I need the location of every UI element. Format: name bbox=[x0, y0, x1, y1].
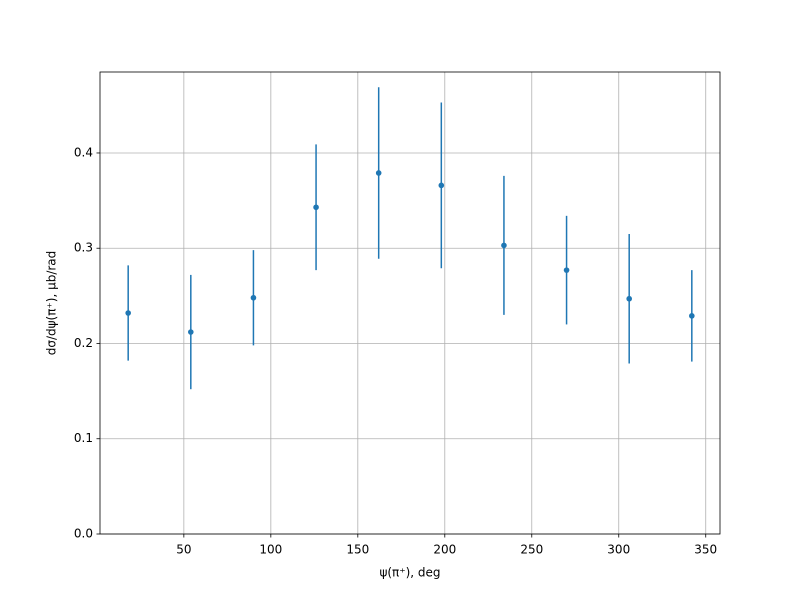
x-tick-label: 250 bbox=[520, 543, 543, 557]
y-tick-label: 0.1 bbox=[74, 431, 93, 445]
data-point bbox=[188, 329, 194, 335]
x-tick-label: 150 bbox=[346, 543, 369, 557]
data-point bbox=[125, 310, 131, 316]
y-tick-label: 0.4 bbox=[74, 145, 93, 159]
data-point bbox=[626, 295, 632, 302]
data-point bbox=[689, 313, 695, 319]
data-point bbox=[313, 204, 319, 211]
data-point bbox=[250, 294, 257, 301]
y-tick-label: 0.0 bbox=[74, 527, 93, 541]
y-tick-label: 0.2 bbox=[74, 336, 93, 350]
x-tick-label: 300 bbox=[607, 543, 630, 557]
x-tick-label: 200 bbox=[433, 543, 456, 557]
x-tick-label: 350 bbox=[694, 543, 717, 557]
data-point bbox=[438, 182, 445, 189]
data-point bbox=[375, 170, 382, 176]
x-tick-label: 50 bbox=[176, 543, 191, 557]
x-axis-label: ψ(π⁺), deg bbox=[379, 566, 440, 580]
data-point bbox=[563, 267, 570, 273]
data-point bbox=[501, 242, 507, 249]
x-tick-label: 100 bbox=[259, 543, 282, 557]
plot-frame bbox=[99, 71, 721, 535]
y-axis-label: dσ/dψ(π⁺), μb/rad bbox=[45, 251, 59, 356]
y-tick-label: 0.3 bbox=[74, 241, 93, 255]
